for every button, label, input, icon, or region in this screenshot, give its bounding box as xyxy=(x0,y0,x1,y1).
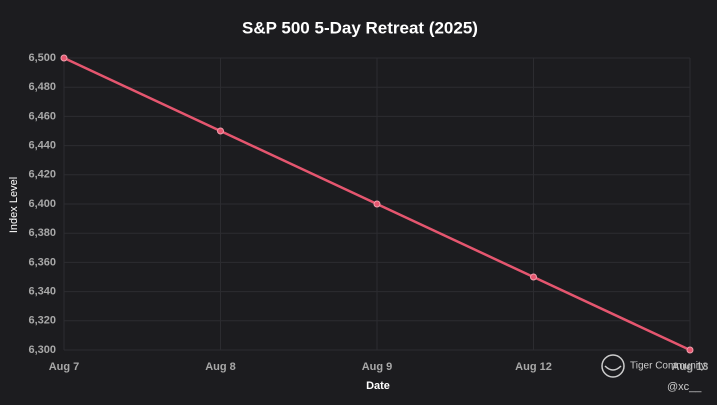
y-tick-label: 6,380 xyxy=(28,227,56,239)
y-tick-label: 6,320 xyxy=(28,315,56,327)
watermark-brand: Tiger Community xyxy=(630,361,706,372)
y-tick-label: 6,300 xyxy=(28,344,56,356)
watermark-icon xyxy=(601,354,625,378)
x-tick-label: Aug 9 xyxy=(362,361,393,373)
watermark-icon xyxy=(604,365,622,371)
chart-title: S&P 500 5-Day Retreat (2025) xyxy=(242,18,478,37)
y-tick-label: 6,460 xyxy=(28,110,56,122)
point xyxy=(686,346,694,354)
point xyxy=(530,273,537,281)
y-tick-label: 6,500 xyxy=(28,52,56,64)
x-tick-label: Aug 7 xyxy=(49,361,80,373)
y-tick-label: 6,480 xyxy=(28,81,56,93)
y-axis-label: Index Level xyxy=(8,177,20,233)
y-tick-label: 6,420 xyxy=(28,169,56,181)
y-tick-label: 6,440 xyxy=(28,140,56,152)
point xyxy=(60,54,68,62)
x-axis-label: Date xyxy=(366,380,390,392)
y-tick-label: 6,340 xyxy=(28,286,56,298)
x-tick-label: Aug 12 xyxy=(515,361,552,373)
point xyxy=(217,127,224,135)
x-tick-label: Aug 13 xyxy=(672,361,709,373)
point xyxy=(373,200,381,208)
x-tick-label: Aug 8 xyxy=(205,361,236,373)
y-tick-label: 6,400 xyxy=(28,198,56,210)
watermark: Tiger Community @xc__ xyxy=(601,354,706,393)
watermark-handle: @xc__ xyxy=(667,381,702,393)
y-tick-label: 6,360 xyxy=(28,256,56,268)
